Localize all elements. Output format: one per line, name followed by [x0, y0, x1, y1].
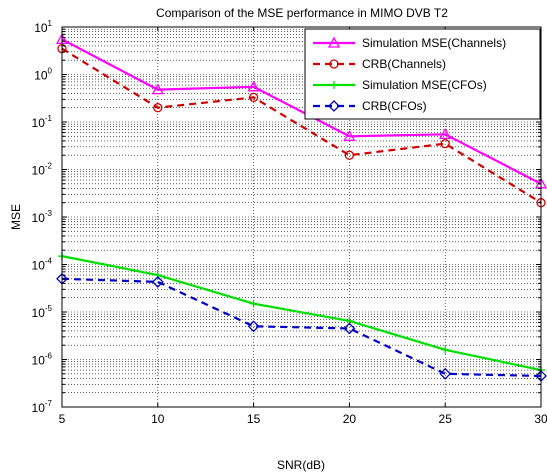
- diamond-marker: [439, 367, 452, 380]
- legend-label: Simulation MSE(CFOs): [362, 78, 487, 92]
- plus-marker: [249, 299, 258, 308]
- y-tick-label: 101: [34, 19, 52, 35]
- legend-label: CRB(CFOs): [362, 99, 427, 113]
- y-tick-label: 10-6: [32, 352, 53, 368]
- diamond-marker: [151, 275, 164, 288]
- series-line: [61, 255, 542, 372]
- circle-marker: [329, 59, 339, 69]
- x-tick-label: 30: [534, 412, 547, 426]
- series-line: [61, 38, 542, 185]
- legend: Simulation MSE(Channels) CRB(Channels) Sim…: [304, 28, 541, 120]
- triangle-marker: [343, 129, 356, 141]
- x-tick-label: 15: [247, 412, 261, 426]
- y-tick-label: 10-4: [32, 257, 53, 273]
- x-tick-label: 25: [439, 412, 453, 426]
- circle-marker: [248, 92, 259, 103]
- plus-marker: [441, 345, 450, 354]
- legend-item: CRB(Channels): [313, 57, 446, 71]
- y-tick-label: 10-3: [32, 209, 53, 225]
- legend-item: CRB(CFOs): [313, 99, 427, 113]
- legend-item: Simulation MSE(Channels): [313, 36, 506, 50]
- diamond-marker: [343, 322, 356, 335]
- triangle-marker: [151, 83, 164, 95]
- y-tick-label: 10-2: [32, 162, 53, 178]
- diamond-marker: [247, 320, 260, 333]
- x-tick-label: 5: [59, 412, 66, 426]
- y-tick-label: 10-7: [32, 399, 53, 415]
- y-tick-label: 10-5: [32, 304, 53, 320]
- chart-title: Comparison of the MSE performance in MIM…: [156, 6, 448, 20]
- triangle-marker: [327, 36, 341, 48]
- circle-marker: [153, 103, 163, 113]
- series-4: [56, 272, 547, 382]
- diamond-marker: [328, 100, 340, 112]
- x-tick-label: 20: [343, 412, 357, 426]
- triangle-marker: [247, 80, 260, 92]
- triangle-marker: [439, 127, 452, 139]
- series-group: [55, 32, 547, 382]
- series-line: [61, 47, 542, 204]
- ticks: 5 10 15 20 25 30 101 100 10-1 10-2 10-3 10-4 10-5 10-…: [32, 19, 547, 426]
- x-tick-label: 10: [151, 412, 165, 426]
- legend-label: Simulation MSE(Channels): [362, 36, 506, 50]
- y-tick-label: 10-1: [32, 114, 53, 130]
- x-axis-label: SNR(dB): [277, 458, 325, 472]
- plus-marker: [330, 81, 338, 89]
- circle-marker: [440, 139, 450, 149]
- legend-item: Simulation MSE(CFOs): [313, 78, 487, 92]
- legend-label: CRB(Channels): [362, 57, 446, 71]
- series-1: [55, 32, 547, 189]
- circle-marker: [344, 150, 355, 160]
- y-axis-label: MSE: [9, 204, 23, 230]
- y-tick-label: 100: [34, 67, 52, 83]
